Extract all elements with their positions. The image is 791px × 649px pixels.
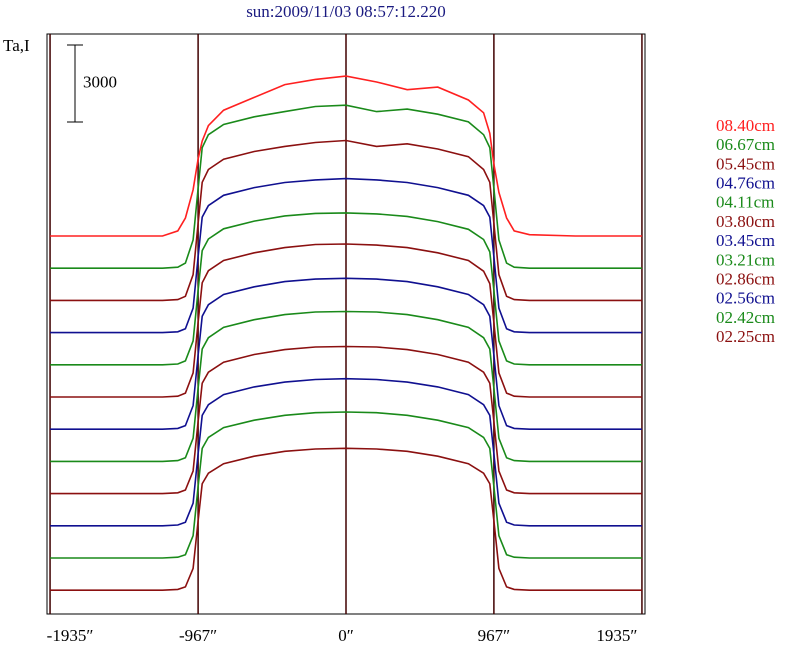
legend-label: 05.45cm: [716, 154, 775, 173]
scale-bar-label: 3000: [83, 72, 117, 91]
y-axis-label: Ta,I: [3, 36, 30, 55]
series-line: [50, 310, 642, 463]
series-line: [50, 447, 642, 591]
legend-label: 04.76cm: [716, 174, 775, 193]
x-tick-label: 967″: [478, 626, 511, 645]
x-tick-label: 1935″: [596, 626, 637, 645]
legend-label: 08.40cm: [716, 116, 775, 135]
x-tick-label: -967″: [179, 626, 217, 645]
legend-label: 04.11cm: [716, 193, 774, 212]
x-tick-label: -1935″: [47, 626, 94, 645]
series-line: [50, 377, 642, 527]
series-line: [50, 345, 642, 495]
legend-label: 03.80cm: [716, 212, 775, 231]
legend-label: 06.67cm: [716, 135, 775, 154]
legend-label: 02.86cm: [716, 270, 775, 289]
series-line: [50, 212, 642, 366]
legend-label: 03.45cm: [716, 231, 775, 250]
series-line: [50, 104, 642, 269]
legend-label: 02.56cm: [716, 289, 775, 308]
chart-title: sun:2009/11/03 08:57:12.220: [246, 2, 446, 21]
legend-label: 02.25cm: [716, 327, 775, 346]
legend-label: 02.42cm: [716, 308, 775, 327]
series-line: [50, 75, 642, 237]
series-line: [50, 177, 642, 334]
x-tick-label: 0″: [338, 626, 354, 645]
legend-label: 03.21cm: [716, 250, 775, 269]
series-line: [50, 243, 642, 398]
series-line: [50, 139, 642, 302]
series-line: [50, 277, 642, 430]
series-line: [50, 411, 642, 559]
